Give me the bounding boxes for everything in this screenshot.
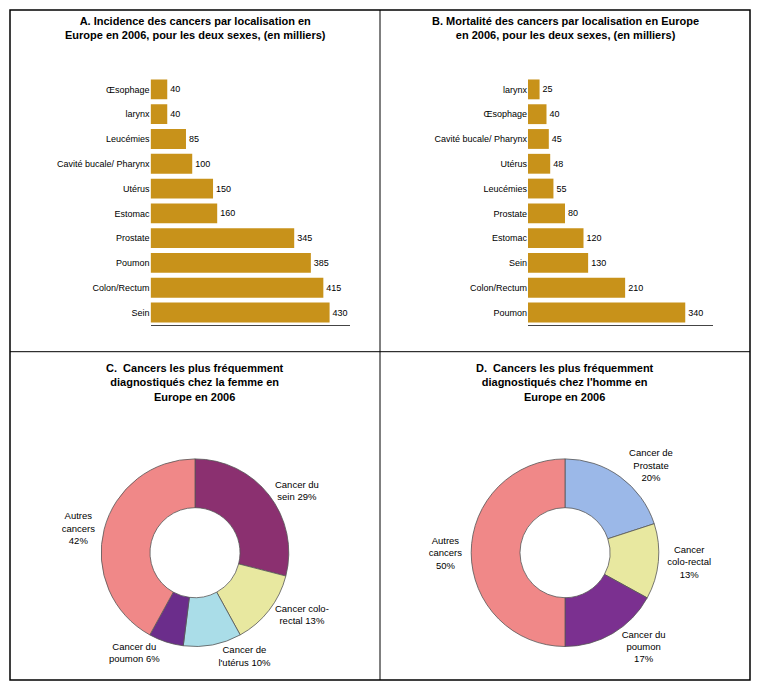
svg-text:Cancer del'utérus 10%: Cancer del'utérus 10% — [218, 644, 271, 667]
svg-text:Œsophage: Œsophage — [106, 85, 150, 95]
svg-text:85: 85 — [189, 134, 199, 144]
svg-text:B. Mortalité des cancers par l: B. Mortalité des cancers par localisatio… — [432, 15, 699, 41]
svg-text:385: 385 — [314, 258, 329, 268]
svg-text:340: 340 — [688, 308, 703, 318]
svg-text:Autrescancers42%: Autrescancers42% — [62, 510, 96, 546]
svg-text:40: 40 — [550, 109, 560, 119]
svg-text:25: 25 — [543, 84, 553, 94]
svg-text:Sein: Sein — [509, 258, 527, 268]
svg-text:Cavité bucale/ Pharynx: Cavité bucale/ Pharynx — [434, 134, 527, 144]
svg-text:55: 55 — [556, 184, 566, 194]
svg-text:345: 345 — [297, 233, 312, 243]
svg-text:Prostate: Prostate — [116, 233, 150, 243]
svg-text:larynx: larynx — [503, 85, 528, 95]
svg-text:Utérus: Utérus — [123, 184, 150, 194]
svg-text:80: 80 — [568, 208, 578, 218]
svg-text:Cancercolo-rectal13%: Cancercolo-rectal13% — [667, 544, 711, 580]
svg-text:Poumon: Poumon — [116, 258, 150, 268]
svg-text:Cavité bucale/ Pharynx: Cavité bucale/ Pharynx — [57, 159, 150, 169]
svg-text:A. Incidence des cancers par l: A. Incidence des cancers par localisatio… — [65, 15, 326, 41]
svg-text:40: 40 — [170, 84, 180, 94]
svg-text:45: 45 — [552, 134, 562, 144]
svg-text:Œsophage: Œsophage — [483, 109, 527, 119]
svg-text:Cancer dusein 29%: Cancer dusein 29% — [275, 479, 319, 502]
svg-text:Estomac: Estomac — [492, 233, 528, 243]
svg-text:430: 430 — [333, 308, 348, 318]
svg-text:Cancer dupoumon17%: Cancer dupoumon17% — [622, 629, 666, 665]
svg-text:130: 130 — [591, 258, 606, 268]
svg-text:Cancer colo-rectal 13%: Cancer colo-rectal 13% — [275, 603, 329, 626]
svg-text:Prostate: Prostate — [493, 209, 527, 219]
svg-text:larynx: larynx — [126, 109, 151, 119]
svg-text:120: 120 — [587, 233, 602, 243]
svg-text:48: 48 — [553, 159, 563, 169]
svg-text:Estomac: Estomac — [115, 209, 151, 219]
svg-text:D. Cancers les plus fréquemme: D. Cancers les plus fréquemmentdiagnosti… — [476, 362, 654, 403]
svg-text:160: 160 — [220, 208, 235, 218]
svg-text:Colon/Rectum: Colon/Rectum — [93, 283, 150, 293]
svg-text:Sein: Sein — [132, 308, 150, 318]
svg-text:150: 150 — [216, 184, 231, 194]
svg-text:Autrescancers50%: Autrescancers50% — [429, 535, 463, 571]
svg-text:C. Cancers les plus fréquemme: C. Cancers les plus fréquemmentdiagnosti… — [106, 362, 284, 403]
svg-text:Colon/Rectum: Colon/Rectum — [470, 283, 527, 293]
svg-text:Leucémies: Leucémies — [106, 134, 150, 144]
svg-text:415: 415 — [326, 283, 341, 293]
svg-text:210: 210 — [628, 283, 643, 293]
svg-text:Cancer dupoumon 6%: Cancer dupoumon 6% — [109, 641, 160, 664]
svg-text:100: 100 — [195, 159, 210, 169]
svg-text:Poumon: Poumon — [493, 308, 527, 318]
svg-text:40: 40 — [170, 109, 180, 119]
svg-text:Utérus: Utérus — [500, 159, 527, 169]
svg-text:Cancer deProstate20%: Cancer deProstate20% — [629, 447, 673, 483]
svg-text:Leucémies: Leucémies — [483, 184, 527, 194]
